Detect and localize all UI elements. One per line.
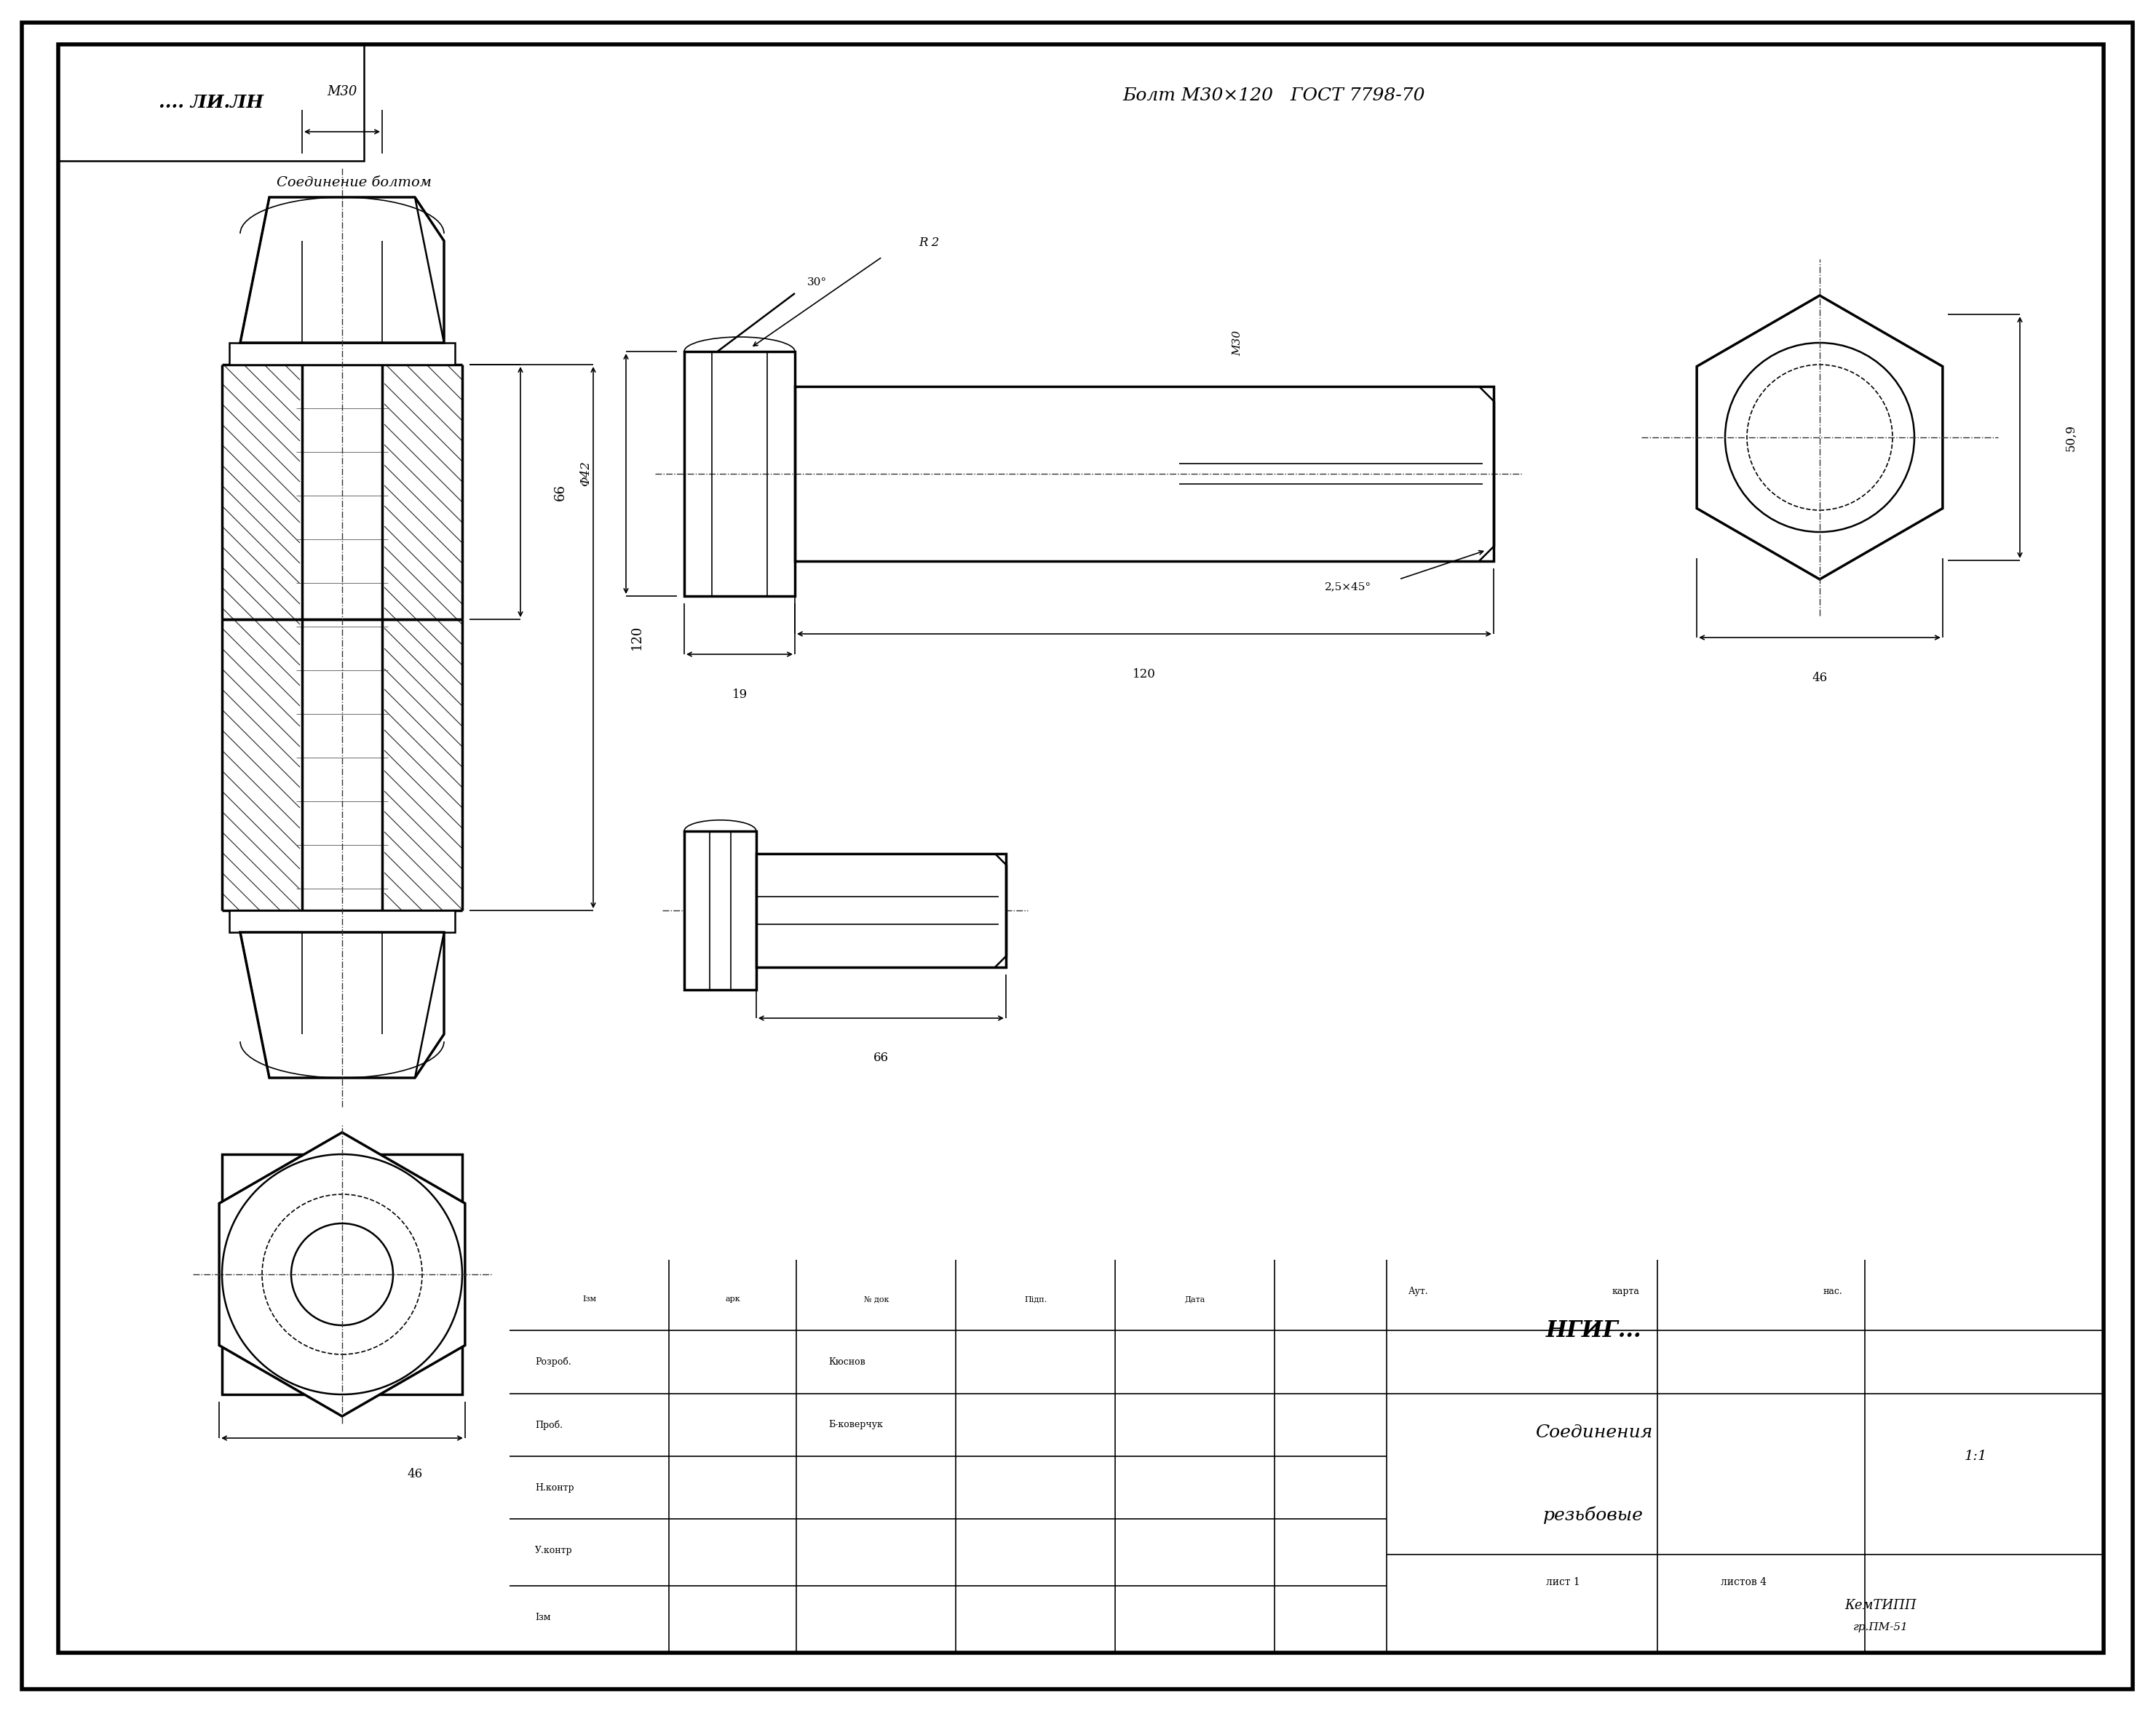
Text: М30: М30 bbox=[328, 86, 358, 98]
Text: резьбовые: резьбовые bbox=[1544, 1506, 1643, 1525]
Circle shape bbox=[291, 1223, 392, 1326]
Text: 50,9: 50,9 bbox=[2065, 424, 2076, 452]
Text: 46: 46 bbox=[407, 1468, 423, 1480]
Bar bbox=[229, 342, 455, 364]
Text: 120: 120 bbox=[1132, 667, 1156, 679]
Text: карта: карта bbox=[1611, 1287, 1639, 1295]
Text: лист 1: лист 1 bbox=[1546, 1578, 1580, 1588]
Bar bbox=[222, 364, 461, 619]
Text: Підп.: Підп. bbox=[1024, 1295, 1048, 1302]
Polygon shape bbox=[239, 932, 444, 1078]
Text: Б-коверчук: Б-коверчук bbox=[828, 1420, 882, 1430]
Circle shape bbox=[222, 1155, 461, 1394]
Bar bbox=[757, 854, 1007, 967]
Bar bbox=[683, 832, 757, 991]
Text: КемТИПП: КемТИПП bbox=[1846, 1600, 1917, 1612]
Text: 46: 46 bbox=[1811, 671, 1828, 684]
Bar bbox=[222, 619, 461, 910]
Text: листов 4: листов 4 bbox=[1720, 1578, 1768, 1588]
Bar bbox=[683, 351, 796, 595]
Text: гр.ПМ-51: гр.ПМ-51 bbox=[1852, 1622, 1908, 1632]
Text: Φ42: Φ42 bbox=[580, 460, 593, 486]
Text: 19: 19 bbox=[731, 688, 748, 700]
Text: Аут.: Аут. bbox=[1408, 1287, 1427, 1295]
Text: НГИГ...: НГИГ... bbox=[1546, 1319, 1641, 1341]
Text: 2,5×45°: 2,5×45° bbox=[1324, 582, 1371, 592]
Text: № док: № док bbox=[865, 1295, 888, 1302]
Text: Ізм: Ізм bbox=[535, 1613, 550, 1622]
Text: нас.: нас. bbox=[1822, 1287, 1843, 1295]
Text: Розроб.: Розроб. bbox=[535, 1357, 571, 1367]
Text: Соединения: Соединения bbox=[1535, 1424, 1651, 1441]
Text: 66: 66 bbox=[873, 1052, 888, 1064]
Text: .... ЛИ.ЛН: .... ЛИ.ЛН bbox=[160, 94, 263, 111]
Text: Н.контр: Н.контр bbox=[535, 1483, 573, 1492]
Text: 120: 120 bbox=[630, 625, 642, 650]
Bar bbox=[796, 387, 1494, 561]
Text: 1:1: 1:1 bbox=[1964, 1449, 1988, 1463]
Text: Ізм: Ізм bbox=[582, 1295, 597, 1302]
Text: 66: 66 bbox=[554, 484, 567, 500]
Bar bbox=[58, 44, 364, 161]
Text: М30: М30 bbox=[1233, 330, 1242, 356]
Polygon shape bbox=[239, 197, 444, 342]
Bar bbox=[683, 351, 796, 595]
Text: арк: арк bbox=[724, 1295, 740, 1302]
Bar bbox=[302, 212, 382, 1020]
Text: Соединение болтом: Соединение болтом bbox=[276, 176, 431, 190]
Polygon shape bbox=[1697, 296, 1943, 580]
Bar bbox=[229, 910, 455, 932]
Bar bbox=[796, 387, 1494, 561]
Circle shape bbox=[1725, 342, 1915, 532]
Text: Болт М30×120   ГОСТ 7798-70: Болт М30×120 ГОСТ 7798-70 bbox=[1123, 87, 1425, 104]
Bar bbox=[222, 1155, 461, 1394]
Bar bbox=[509, 1259, 2104, 1653]
Text: Проб.: Проб. bbox=[535, 1420, 563, 1430]
Text: Дата: Дата bbox=[1184, 1295, 1205, 1302]
Text: 30°: 30° bbox=[806, 277, 826, 287]
Text: R 2: R 2 bbox=[918, 236, 940, 248]
Polygon shape bbox=[220, 1133, 466, 1417]
Text: Кюснов: Кюснов bbox=[828, 1357, 865, 1367]
Text: У.контр: У.контр bbox=[535, 1545, 573, 1555]
